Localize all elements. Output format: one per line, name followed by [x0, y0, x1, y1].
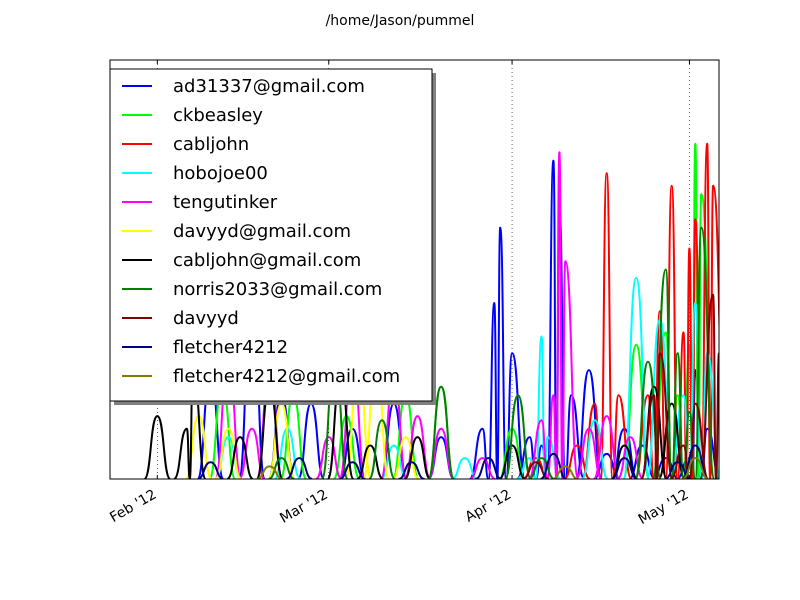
- legend-label-10: fletcher4212@gmail.com: [173, 366, 400, 387]
- series-lines: [143, 142, 719, 479]
- legend: ad31337@gmail.com ckbeasley cabljohn hobojo…: [109, 68, 436, 405]
- series-line-8: [522, 293, 719, 479]
- legend-label-7: norris2033@gmail.com: [173, 279, 382, 300]
- series-line-9: [197, 444, 709, 479]
- legend-box: [109, 68, 433, 402]
- legend-label-5: davyyd@gmail.com: [173, 221, 351, 242]
- legend-label-3: hobojoe00: [173, 163, 268, 184]
- chart-title: /home/Jason/pummel: [326, 13, 475, 29]
- series-line-10: [256, 457, 709, 479]
- legend-label-2: cabljohn: [173, 134, 249, 155]
- legend-label-6: cabljohn@gmail.com: [173, 250, 361, 271]
- legend-label-8: davyyd: [173, 308, 239, 329]
- series-line-2: [522, 142, 719, 479]
- legend-label-9: fletcher4212: [173, 337, 288, 358]
- legend-label-1: ckbeasley: [173, 105, 263, 126]
- legend-label-0: ad31337@gmail.com: [173, 76, 365, 97]
- legend-label-4: tengutinker: [173, 192, 278, 213]
